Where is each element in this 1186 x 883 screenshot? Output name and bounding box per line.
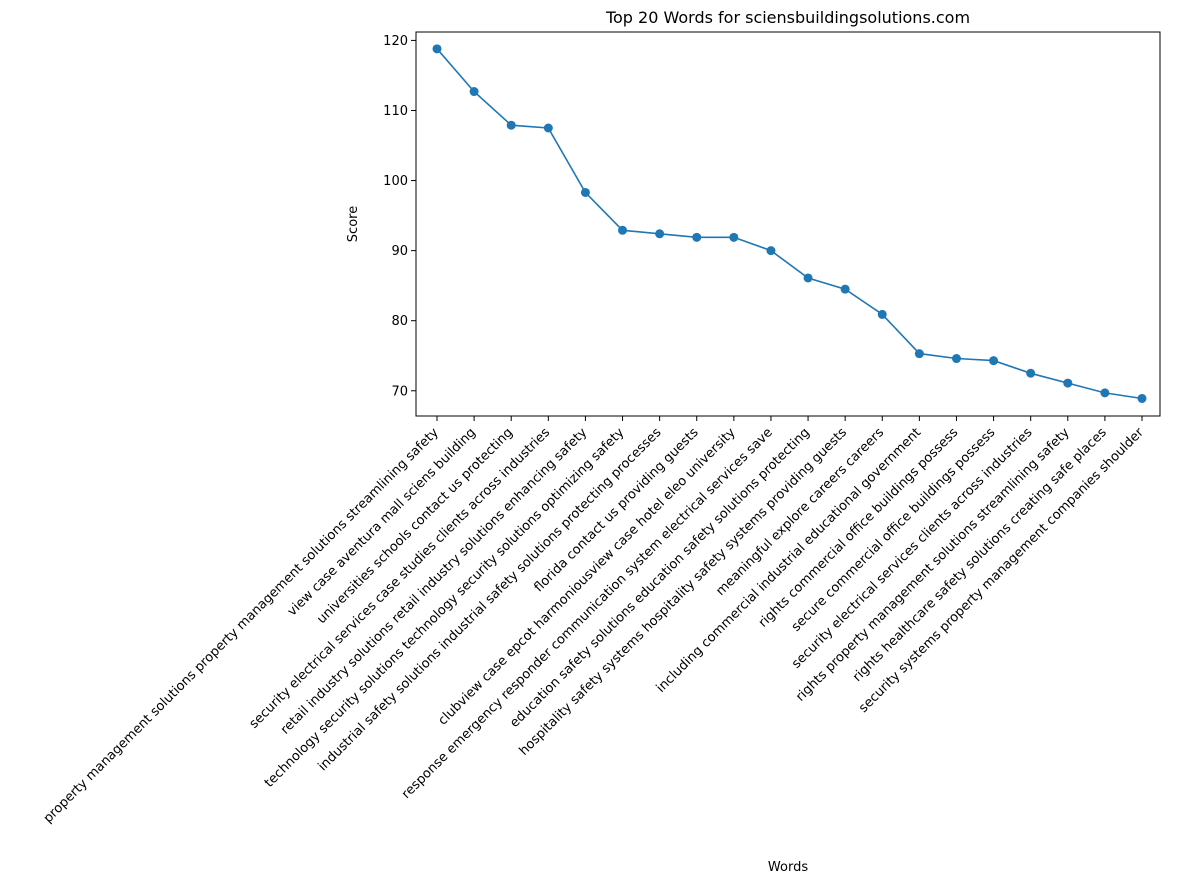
y-tick-label: 100 [383,174,408,189]
x-axis: property management solutions property m… [41,416,1147,826]
y-tick-label: 70 [391,384,408,399]
data-point [766,246,776,256]
data-point [655,229,665,239]
data-point [1100,388,1110,398]
data-point [989,356,999,366]
data-point [877,309,887,319]
data-point [1063,378,1073,388]
data-point [543,123,553,133]
x-axis-label: Words [768,860,808,875]
data-point [432,44,442,54]
plot-area [415,31,1161,417]
data-points [432,44,1147,403]
x-tick-label: technology security solutions technology… [262,425,628,791]
y-axis: 70 80 90 100 110 120 [383,34,416,399]
chart-title: Top 20 Words for sciensbuildingsolutions… [605,8,970,27]
y-tick-label: 90 [391,244,408,259]
data-point [692,232,702,242]
y-axis-label: Score [346,206,361,242]
y-tick-label: 110 [383,104,408,119]
data-point [729,232,739,242]
data-point [1026,368,1036,378]
y-tick-label: 120 [383,34,408,49]
data-point [1137,393,1147,403]
data-point [840,284,850,294]
x-tick-label: security electrical services clients acr… [789,425,1036,672]
series-line [436,48,1143,400]
data-point [803,273,813,283]
data-point [580,187,590,197]
data-point [914,349,924,359]
y-tick-label: 80 [391,314,408,329]
data-point [506,120,516,130]
data-point [469,87,479,97]
data-point [618,225,628,235]
data-point [951,354,961,364]
